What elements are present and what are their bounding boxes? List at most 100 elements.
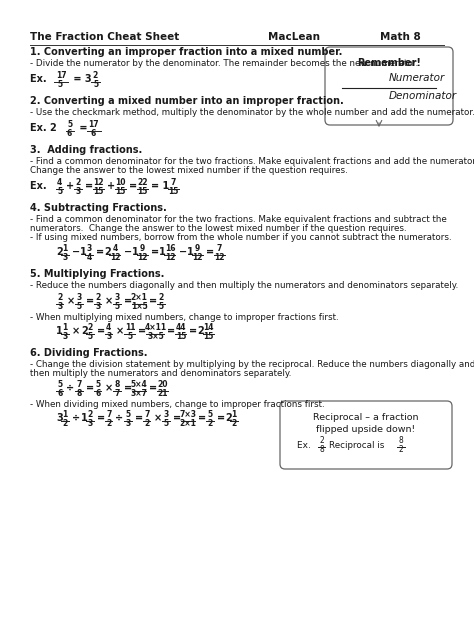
Text: =: =	[124, 296, 132, 306]
Text: 2: 2	[319, 436, 324, 445]
Text: =: =	[97, 326, 105, 336]
FancyBboxPatch shape	[280, 401, 452, 469]
Text: 10: 10	[115, 178, 126, 187]
Text: 3: 3	[95, 302, 100, 311]
Text: 7: 7	[144, 410, 149, 419]
Text: 2: 2	[399, 445, 404, 454]
Text: Denominator: Denominator	[389, 91, 457, 101]
Text: =: =	[97, 413, 105, 423]
Text: 9: 9	[140, 244, 145, 253]
Text: =: =	[167, 326, 176, 336]
Text: 3×7: 3×7	[131, 389, 148, 398]
Text: 3: 3	[126, 419, 131, 428]
Text: 4×11: 4×11	[145, 323, 166, 332]
Text: 2: 2	[106, 419, 111, 428]
Text: 1: 1	[63, 244, 68, 253]
Text: 12: 12	[165, 253, 175, 262]
Text: Reciprocal is: Reciprocal is	[329, 441, 385, 450]
Text: - If using mixed numbers, borrow from the whole number if you cannot subtract th: - If using mixed numbers, borrow from th…	[30, 233, 452, 242]
Text: 2: 2	[225, 413, 232, 423]
Text: 2: 2	[208, 419, 213, 428]
Text: 1: 1	[56, 326, 63, 336]
Text: 3×5: 3×5	[147, 332, 164, 341]
Text: 17: 17	[56, 71, 67, 80]
Text: 8: 8	[77, 389, 82, 398]
Text: 5: 5	[67, 120, 72, 129]
Text: 17: 17	[88, 120, 99, 129]
Text: 8: 8	[115, 380, 120, 389]
Text: 1: 1	[186, 247, 193, 257]
Text: −: −	[124, 247, 132, 257]
Text: - Find a common denominator for the two fractions. Make equivalent fractions and: - Find a common denominator for the two …	[30, 157, 474, 166]
Text: 1: 1	[63, 323, 68, 332]
Text: 3: 3	[115, 293, 120, 302]
Text: 15: 15	[168, 187, 179, 196]
Text: 5: 5	[88, 332, 93, 341]
Text: 11: 11	[125, 323, 135, 332]
Text: 5: 5	[57, 80, 62, 89]
Text: 5: 5	[57, 380, 62, 389]
Text: 7: 7	[171, 178, 176, 187]
Text: 6: 6	[57, 389, 63, 398]
Text: 14: 14	[203, 323, 214, 332]
Text: =: =	[124, 383, 132, 393]
Text: 3: 3	[63, 332, 68, 341]
Text: 7×3: 7×3	[180, 410, 197, 419]
Text: 6: 6	[91, 129, 96, 138]
Text: 2: 2	[104, 247, 111, 257]
Text: 5: 5	[128, 332, 133, 341]
Text: 2×1: 2×1	[180, 419, 197, 428]
Text: 4: 4	[87, 253, 92, 262]
Text: 12: 12	[110, 253, 120, 262]
Text: ×: ×	[72, 326, 80, 336]
Text: 1×5: 1×5	[131, 302, 147, 311]
Text: The Fraction Cheat Sheet: The Fraction Cheat Sheet	[30, 32, 179, 42]
Text: 1: 1	[232, 410, 237, 419]
Text: 8: 8	[399, 436, 404, 445]
Text: =: =	[173, 413, 181, 423]
Text: =: =	[135, 413, 143, 423]
Text: 15: 15	[93, 187, 104, 196]
Text: ×: ×	[104, 383, 113, 393]
Text: 2: 2	[159, 293, 164, 302]
Text: then multiply the numerators and denominators separately.: then multiply the numerators and denomin…	[30, 369, 292, 378]
Text: Remember!: Remember!	[357, 58, 421, 68]
Text: 2: 2	[63, 419, 68, 428]
Text: 15: 15	[176, 332, 186, 341]
Text: 21: 21	[158, 389, 168, 398]
Text: 2: 2	[232, 419, 237, 428]
Text: =: =	[151, 247, 159, 257]
Text: 3: 3	[76, 187, 81, 196]
Text: Reciprocal – a fraction: Reciprocal – a fraction	[313, 413, 419, 422]
Text: ÷: ÷	[116, 413, 124, 423]
Text: 6. Dividing Fractions.: 6. Dividing Fractions.	[30, 348, 147, 358]
Text: 7: 7	[106, 410, 111, 419]
Text: 5: 5	[164, 419, 169, 428]
Text: =: =	[76, 123, 91, 133]
Text: ÷: ÷	[66, 383, 74, 393]
Text: 15: 15	[203, 332, 214, 341]
Text: = 3: = 3	[70, 74, 91, 84]
Text: 16: 16	[165, 244, 175, 253]
Text: =: =	[86, 383, 94, 393]
Text: ×: ×	[116, 326, 124, 336]
Text: 2: 2	[95, 293, 100, 302]
Text: - When multiplying mixed numbers, change to improper fractions first.: - When multiplying mixed numbers, change…	[30, 313, 338, 322]
Text: 1. Converting an improper fraction into a mixed number.: 1. Converting an improper fraction into …	[30, 47, 342, 57]
Text: 3: 3	[88, 419, 93, 428]
Text: 5: 5	[77, 302, 82, 311]
Text: 3.  Adding fractions.: 3. Adding fractions.	[30, 145, 142, 155]
Text: 7: 7	[77, 380, 82, 389]
Text: +: +	[107, 181, 115, 191]
Text: 5: 5	[159, 302, 164, 311]
Text: 12: 12	[93, 178, 104, 187]
Text: =: =	[149, 383, 158, 393]
Text: 1: 1	[131, 247, 138, 257]
Text: 3: 3	[87, 244, 92, 253]
Text: 3: 3	[57, 302, 63, 311]
Text: =: =	[138, 326, 146, 336]
Text: - Divide the numerator by the denominator. The remainder becomes the new numerat: - Divide the numerator by the denominato…	[30, 59, 418, 68]
Text: ×: ×	[104, 296, 113, 306]
Text: 4: 4	[112, 244, 118, 253]
Text: Numerator: Numerator	[389, 73, 445, 83]
